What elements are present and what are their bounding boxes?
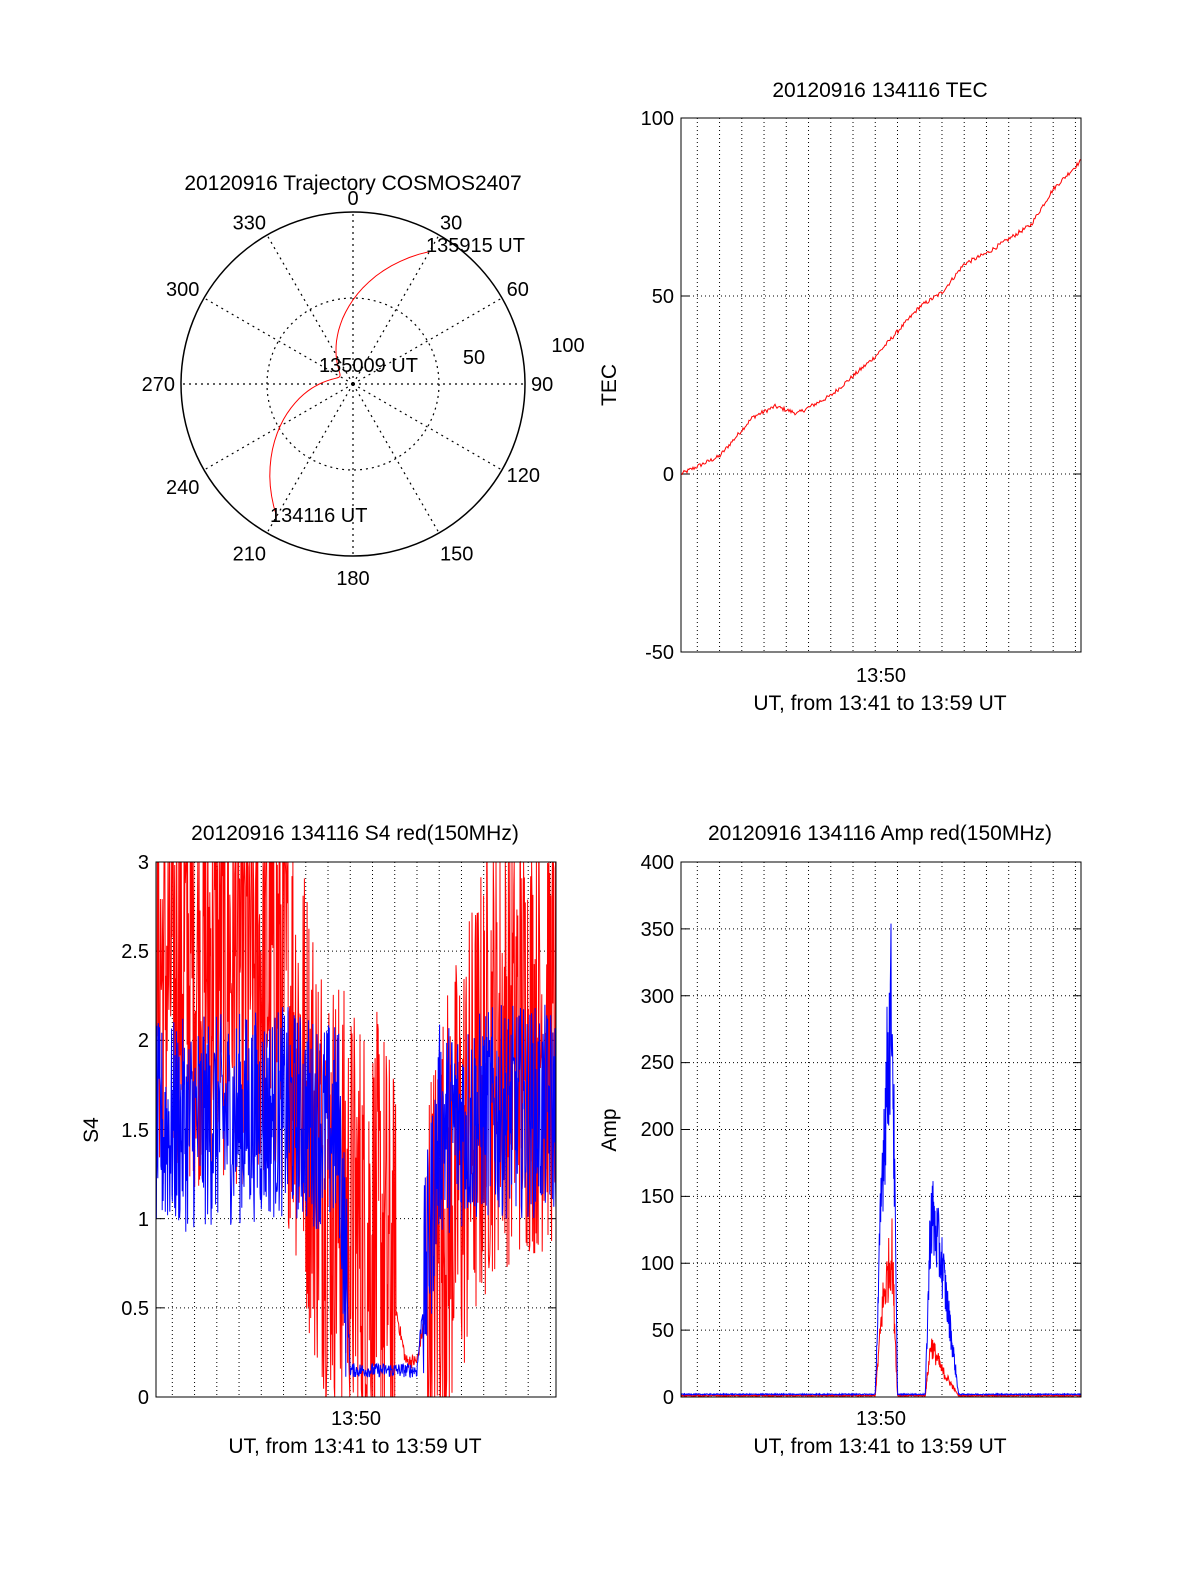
- polar-spoke: [352, 297, 503, 385]
- amp-ytick-100: 100: [641, 1253, 674, 1275]
- amp-frame: [680, 861, 1082, 1398]
- s4-xtick-1350: 13:50: [331, 1408, 381, 1430]
- tec-ytick-minus50: -50: [645, 642, 674, 664]
- polar-angle-label: 270: [142, 374, 175, 396]
- annotation-mid-time: 135009 UT: [319, 355, 418, 377]
- polar-angle-label: 30: [440, 212, 462, 234]
- amp-plot: 20120916 134116 Amp red(150MHz) 400 350 …: [598, 822, 1082, 1458]
- s4-ytick-0: 0: [138, 1387, 149, 1409]
- amp-ytick-400: 400: [641, 852, 674, 874]
- s4-ytick-2.5: 2.5: [121, 941, 149, 963]
- polar-spoke: [266, 234, 354, 385]
- polar-spoke: [352, 234, 440, 385]
- polar-angle-label: 210: [233, 544, 266, 566]
- polar-angle-label: 300: [166, 279, 199, 301]
- polar-angle-label: 150: [440, 544, 473, 566]
- radial-label-100: 100: [551, 335, 584, 357]
- polar-angle-label: 120: [507, 465, 540, 487]
- tec-ytick-50: 50: [652, 286, 674, 308]
- polar-angle-labels: 0 30 60 90 120 150 180 210 240 270 300 330: [142, 188, 554, 590]
- satellite-track: [269, 251, 430, 517]
- s4-ytick-1.5: 1.5: [121, 1120, 149, 1142]
- s4-ylabel: S4: [80, 1117, 103, 1143]
- amp-ytick-50: 50: [652, 1320, 674, 1342]
- annotation-end-time: 135915 UT: [426, 235, 525, 257]
- series-line-blue: [680, 923, 1082, 1397]
- polar-angle-label: 180: [336, 568, 369, 590]
- s4-ytick-2: 2: [138, 1030, 149, 1052]
- s4-ytick-0.5: 0.5: [121, 1298, 149, 1320]
- s4-ytick-3: 3: [138, 852, 149, 874]
- s4-frame: [155, 861, 557, 1398]
- s4-title: 20120916 134116 S4 red(150MHz): [191, 822, 519, 845]
- polar-spoke: [266, 383, 354, 534]
- polar-angle-label: 240: [166, 477, 199, 499]
- trajectory-polar-plot: 20120916 Trajectory COSMOS2407 0 30 60 90 12…: [142, 172, 585, 590]
- amp-ytick-300: 300: [641, 986, 674, 1008]
- polar-grid: [181, 212, 525, 556]
- tec-grid: [681, 117, 1081, 653]
- radial-label-50: 50: [463, 347, 485, 369]
- polar-angle-label: 90: [531, 374, 553, 396]
- tec-ytick-0: 0: [663, 464, 674, 486]
- polar-spoke: [352, 383, 503, 471]
- tec-plot: 20120916 134116 TEC 100 50 0 -50 TEC 13:…: [598, 79, 1082, 715]
- annotation-start-time: 134116 UT: [270, 505, 367, 527]
- polar-angle-label: 330: [233, 212, 266, 234]
- tec-series: [680, 158, 1082, 476]
- amp-ytick-0: 0: [663, 1387, 674, 1409]
- series-line-blue: [155, 1004, 557, 1379]
- amp-ytick-150: 150: [641, 1186, 674, 1208]
- polar-spoke: [203, 383, 354, 471]
- polar-spoke: [352, 383, 440, 534]
- tec-xlabel: UT, from 13:41 to 13:59 UT: [753, 692, 1006, 715]
- amp-title: 20120916 134116 Amp red(150MHz): [708, 822, 1052, 845]
- amp-grid: [681, 861, 1081, 1398]
- amp-ytick-350: 350: [641, 919, 674, 941]
- tec-ytick-100: 100: [641, 108, 674, 130]
- tec-frame: [680, 117, 1082, 653]
- tec-ylabel: TEC: [598, 364, 621, 406]
- amp-series: [680, 923, 1082, 1398]
- amp-ylabel: Amp: [598, 1108, 621, 1151]
- polar-outer-circle: [180, 211, 526, 557]
- series-line-red: [680, 1218, 1082, 1398]
- amp-ytick-250: 250: [641, 1052, 674, 1074]
- amp-xlabel: UT, from 13:41 to 13:59 UT: [753, 1435, 1006, 1458]
- polar-angle-label: 60: [507, 279, 529, 301]
- amp-xtick-1350: 13:50: [856, 1408, 906, 1430]
- polar-angle-label: 0: [347, 188, 358, 210]
- s4-ytick-1: 1: [138, 1209, 149, 1231]
- tec-title: 20120916 134116 TEC: [772, 79, 987, 102]
- s4-plot: 20120916 134116 S4 red(150MHz) 3 2.5 2 1…: [80, 822, 557, 1458]
- tec-xtick-1350: 13:50: [856, 665, 906, 687]
- s4-xlabel: UT, from 13:41 to 13:59 UT: [228, 1435, 481, 1458]
- amp-ytick-200: 200: [641, 1119, 674, 1141]
- series-line-red: [680, 158, 1082, 476]
- polar-spoke: [203, 297, 354, 385]
- trajectory-title: 20120916 Trajectory COSMOS2407: [184, 172, 521, 195]
